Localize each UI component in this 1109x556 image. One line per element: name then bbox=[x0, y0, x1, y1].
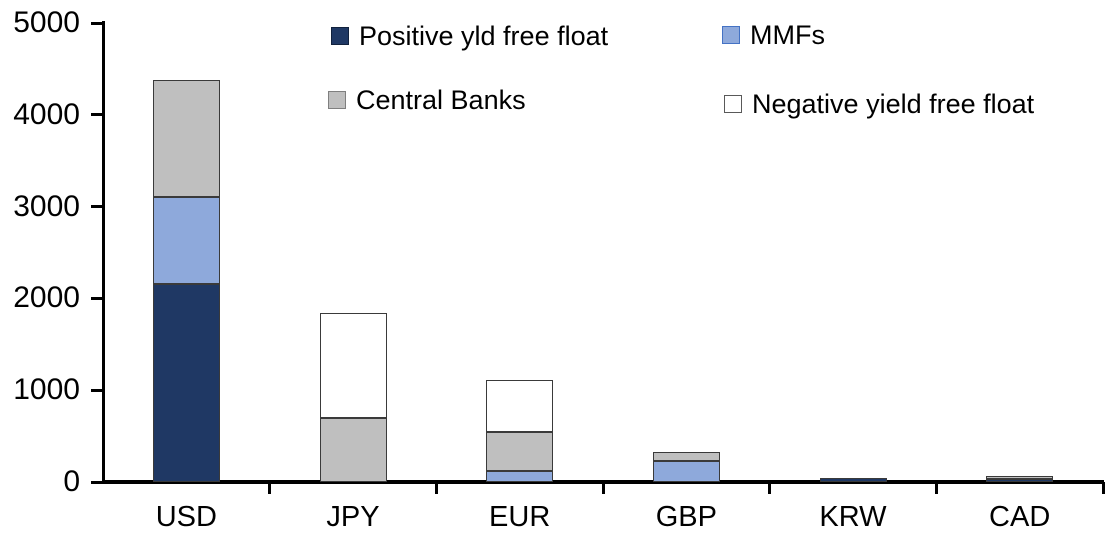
bar-gbp-mmfs bbox=[652, 461, 720, 482]
legend-label-negative-yield: Negative yield free float bbox=[752, 89, 1035, 119]
y-axis-tick bbox=[91, 480, 102, 484]
bar-krw-positive-yld-free-float bbox=[819, 477, 887, 482]
legend-swatch-mmfs-icon bbox=[722, 26, 740, 44]
bar-usd-mmfs bbox=[152, 197, 220, 284]
x-tick-label-usd: USD bbox=[155, 501, 217, 533]
legend-swatch-central-banks-icon bbox=[328, 91, 346, 109]
y-axis-tick bbox=[91, 296, 102, 300]
legend-swatch-positive-yld-icon bbox=[331, 27, 349, 45]
bar-jpy-central-banks bbox=[319, 417, 387, 482]
legend-swatch-negative-yield-icon bbox=[724, 95, 742, 113]
y-axis-tick bbox=[91, 388, 102, 392]
legend-item-mmfs: MMFs bbox=[722, 17, 825, 53]
legend-label-mmfs: MMFs bbox=[750, 20, 825, 50]
y-tick-label: 1000 bbox=[13, 373, 80, 407]
y-tick-label: 0 bbox=[63, 465, 80, 498]
bar-usd-central-banks bbox=[152, 79, 220, 198]
y-axis-line bbox=[102, 21, 105, 484]
y-tick-label: 5000 bbox=[13, 6, 80, 39]
x-tick-label-gbp: GBP bbox=[655, 501, 717, 533]
x-axis-tick bbox=[434, 482, 438, 494]
bar-gbp-central-banks bbox=[652, 451, 720, 462]
x-axis-tick bbox=[934, 482, 938, 494]
y-tick-label: 2000 bbox=[13, 281, 80, 315]
legend-item-negative-yield-free-float: Negative yield free float bbox=[724, 86, 1034, 122]
x-axis-tick bbox=[268, 482, 272, 494]
legend-label-positive-yld: Positive yld free float bbox=[359, 21, 609, 51]
y-tick-label: 4000 bbox=[13, 97, 80, 131]
y-axis-tick bbox=[91, 113, 102, 117]
bar-eur-mmfs bbox=[486, 470, 554, 482]
y-axis-tick bbox=[91, 205, 102, 209]
bar-cad-central-banks bbox=[986, 475, 1054, 480]
x-axis-tick bbox=[768, 482, 772, 494]
x-axis-tick bbox=[1101, 482, 1105, 494]
legend-item-central-banks: Central Banks bbox=[328, 82, 526, 118]
bar-cad-positive-yld-free-float bbox=[986, 479, 1054, 482]
y-tick-label: 3000 bbox=[13, 189, 80, 223]
bar-usd-positive-yld-free-float bbox=[152, 283, 220, 482]
x-tick-label-jpy: JPY bbox=[326, 501, 380, 533]
bar-eur-negative-yield-free-float bbox=[486, 380, 554, 432]
legend-label-central-banks: Central Banks bbox=[356, 85, 526, 115]
legend-item-positive-yld-free-float: Positive yld free float bbox=[331, 18, 608, 54]
x-axis-tick bbox=[601, 482, 605, 494]
x-tick-label-cad: CAD bbox=[989, 501, 1051, 533]
x-tick-label-krw: KRW bbox=[819, 501, 887, 533]
x-tick-label-eur: EUR bbox=[489, 501, 551, 533]
y-axis-tick bbox=[91, 21, 102, 25]
bar-eur-central-banks bbox=[486, 431, 554, 471]
bar-jpy-negative-yield-free-float bbox=[319, 313, 387, 418]
